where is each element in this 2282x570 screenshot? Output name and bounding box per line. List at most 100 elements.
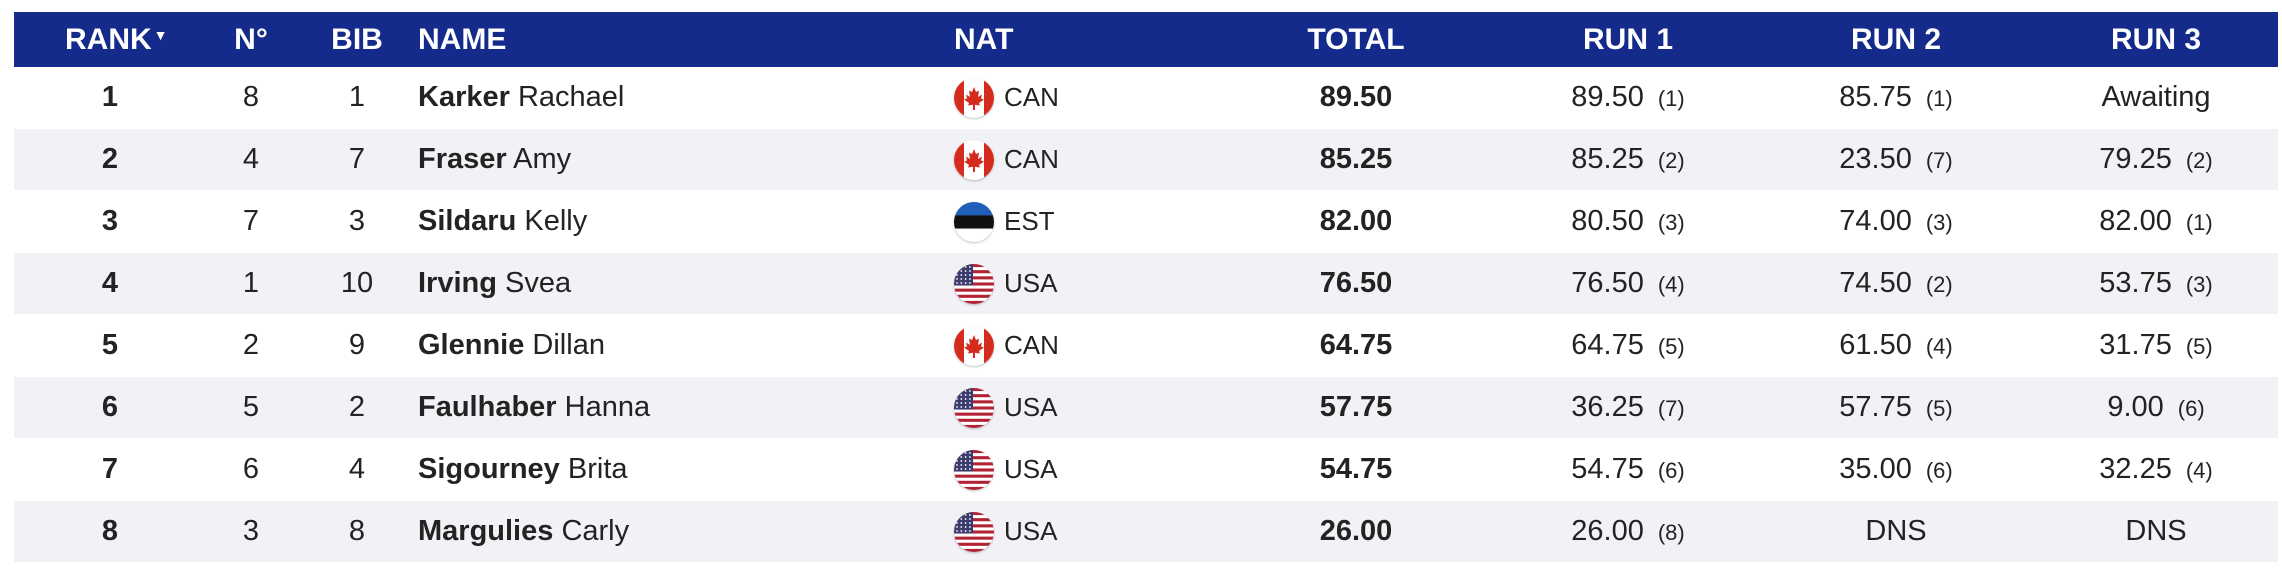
- bib-cell: 4: [348, 453, 366, 485]
- run2-cell: 74.00 (3): [1756, 205, 2036, 238]
- athlete-name[interactable]: Karker Rachael: [418, 81, 954, 114]
- run3-cell: 31.75 (5): [2036, 329, 2276, 362]
- run1-rank: (1): [1657, 86, 1685, 111]
- table-row[interactable]: 3 7 3 Sildaru Kelly EST 82.00 80.50 (3) 7…: [14, 191, 2278, 253]
- run1-column-header[interactable]: RUN 1: [1582, 22, 1673, 56]
- usa-flag-icon: [954, 387, 994, 428]
- nation-code: USA: [1004, 516, 1058, 546]
- athlete-name[interactable]: Sildaru Kelly: [418, 205, 954, 238]
- nation-cell: USA: [954, 449, 1212, 490]
- total-column-header[interactable]: TOTAL: [1307, 22, 1405, 56]
- athlete-name[interactable]: Irving Svea: [418, 267, 954, 300]
- table-row[interactable]: 6 5 2 Faulhaber Hanna USA 57.75 36.25 (7)…: [14, 377, 2278, 439]
- run2-rank: (1): [1925, 86, 1953, 111]
- table-row[interactable]: 1 8 1 Karker Rachael CAN 89.50 89.50 (1) …: [14, 67, 2278, 129]
- run3-rank: (1): [2185, 210, 2213, 235]
- rank-column-header[interactable]: RANK ▼: [14, 23, 206, 57]
- nation-cell: CAN: [954, 77, 1212, 118]
- run3-score: 82.00: [2099, 205, 2172, 237]
- run2-score: 74.00: [1839, 205, 1912, 237]
- athlete-given-name: Brita: [567, 453, 628, 485]
- nation-code: CAN: [1004, 82, 1059, 112]
- total-score-cell: 89.50: [1319, 81, 1393, 113]
- athlete-name[interactable]: Margulies Carly: [418, 515, 954, 548]
- start-number-cell: 1: [242, 267, 260, 299]
- run3-cell: 9.00 (6): [2036, 391, 2276, 424]
- run1-cell: 36.25 (7): [1500, 391, 1756, 424]
- run1-score: 64.75: [1571, 329, 1644, 361]
- athlete-name[interactable]: Sigourney Brita: [418, 453, 954, 486]
- rank-cell: 5: [101, 329, 119, 361]
- total-score-cell: 82.00: [1319, 205, 1393, 237]
- canada-flag-icon: [954, 325, 994, 366]
- bib-cell: 10: [340, 267, 374, 299]
- run1-score: 89.50: [1571, 81, 1644, 113]
- run3-rank: (3): [2185, 272, 2213, 297]
- athlete-surname: Karker: [418, 81, 510, 113]
- table-row[interactable]: 7 6 4 Sigourney Brita USA 54.75 54.75 (6)…: [14, 439, 2278, 501]
- run2-cell: 23.50 (7): [1756, 143, 2036, 176]
- table-row[interactable]: 2 4 7 Fraser Amy CAN 85.25 85.25 (2) 23.5…: [14, 129, 2278, 191]
- run2-rank: (2): [1925, 272, 1953, 297]
- run2-cell: 61.50 (4): [1756, 329, 2036, 362]
- table-body: 1 8 1 Karker Rachael CAN 89.50 89.50 (1) …: [14, 67, 2278, 563]
- estonia-flag-icon: [954, 201, 994, 242]
- nation-code: USA: [1004, 392, 1058, 422]
- rank-cell: 1: [101, 81, 119, 113]
- bib-cell: 7: [348, 143, 366, 175]
- nation-cell: CAN: [954, 325, 1212, 366]
- run1-score: 76.50: [1571, 267, 1644, 299]
- run2-cell: 35.00 (6): [1756, 453, 2036, 486]
- name-column-header[interactable]: NAME: [418, 22, 507, 56]
- rank-cell: 6: [101, 391, 119, 423]
- total-score-cell: 26.00: [1319, 515, 1393, 547]
- table-row[interactable]: 4 1 10 Irving Svea USA 76.50 76.50 (4) 74…: [14, 253, 2278, 315]
- run1-cell: 26.00 (8): [1500, 515, 1756, 548]
- table-row[interactable]: 8 3 8 Margulies Carly USA 26.00 26.00 (8)…: [14, 501, 2278, 563]
- bib-column-header[interactable]: BIB: [331, 22, 383, 56]
- athlete-name[interactable]: Glennie Dillan: [418, 329, 954, 362]
- run1-score: 26.00: [1571, 515, 1644, 547]
- run3-column-header[interactable]: RUN 3: [2110, 22, 2201, 56]
- start-number-cell: 4: [242, 143, 260, 175]
- total-score-cell: 57.75: [1319, 391, 1393, 423]
- run2-cell: 74.50 (2): [1756, 267, 2036, 300]
- nation-cell: USA: [954, 511, 1212, 552]
- usa-flag-icon: [954, 511, 994, 552]
- start-number-cell: 8: [242, 81, 260, 113]
- run1-rank: (3): [1657, 210, 1685, 235]
- athlete-name[interactable]: Faulhaber Hanna: [418, 391, 954, 424]
- run3-cell: 53.75 (3): [2036, 267, 2276, 300]
- run1-cell: 76.50 (4): [1500, 267, 1756, 300]
- table-row[interactable]: 5 2 9 Glennie Dillan CAN 64.75 64.75 (5) …: [14, 315, 2278, 377]
- run2-rank: (6): [1925, 458, 1953, 483]
- rank-header-label: RANK: [65, 22, 152, 56]
- run1-score: 85.25: [1571, 143, 1644, 175]
- athlete-surname: Margulies: [418, 515, 554, 547]
- nation-code: CAN: [1004, 330, 1059, 360]
- rank-cell: 2: [101, 143, 119, 175]
- athlete-name[interactable]: Fraser Amy: [418, 143, 954, 176]
- run3-score: 9.00: [2107, 391, 2164, 423]
- run2-rank: (7): [1925, 148, 1953, 173]
- nation-code: EST: [1004, 206, 1055, 236]
- athlete-surname: Faulhaber: [418, 391, 557, 423]
- run1-score: 36.25: [1571, 391, 1644, 423]
- no-column-header[interactable]: N°: [234, 22, 268, 56]
- run2-rank: (5): [1925, 396, 1953, 421]
- total-score-cell: 76.50: [1319, 267, 1393, 299]
- run1-cell: 54.75 (6): [1500, 453, 1756, 486]
- run1-rank: (7): [1657, 396, 1685, 421]
- sort-down-icon[interactable]: ▼: [153, 26, 168, 43]
- nation-cell: USA: [954, 387, 1212, 428]
- nat-column-header[interactable]: NAT: [954, 22, 1014, 56]
- start-number-cell: 3: [242, 515, 260, 547]
- rank-cell: 4: [101, 267, 119, 299]
- nation-cell: USA: [954, 263, 1212, 304]
- run3-cell: 32.25 (4): [2036, 453, 2276, 486]
- run2-score: 74.50: [1839, 267, 1912, 299]
- run2-column-header[interactable]: RUN 2: [1850, 22, 1941, 56]
- table-header: RANK ▼ N° BIB NAME NAT TOTAL RUN 1 RUN 2 …: [14, 12, 2278, 67]
- run3-score: 32.25: [2099, 453, 2172, 485]
- nation-cell: CAN: [954, 139, 1212, 180]
